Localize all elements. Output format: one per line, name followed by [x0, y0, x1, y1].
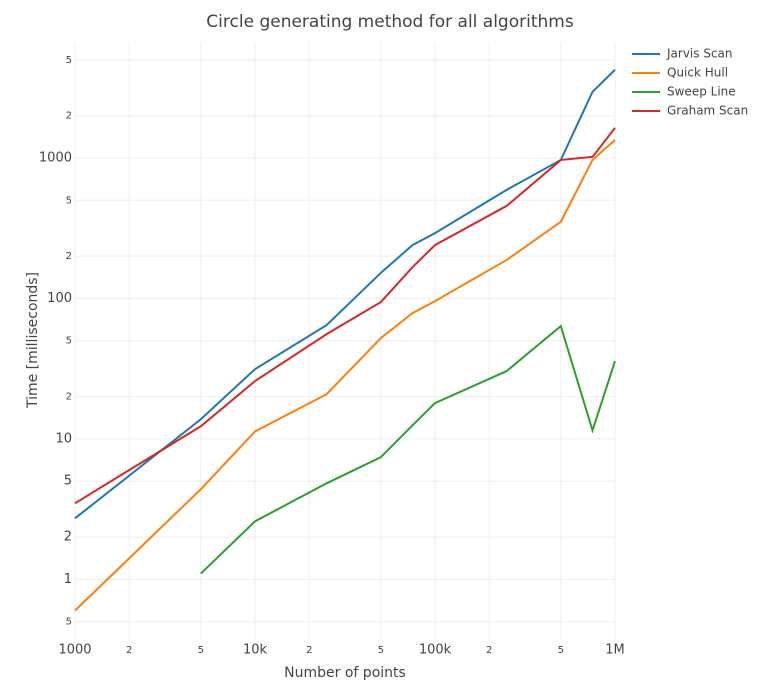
y-tick-label: 2 — [66, 111, 72, 122]
y-tick-label: 5 — [64, 474, 72, 489]
legend-label: Graham Scan — [667, 104, 748, 118]
legend-label: Sweep Line — [667, 85, 736, 99]
legend-label: Jarvis Scan — [666, 47, 733, 61]
y-tick-label: 5 — [66, 55, 72, 66]
y-tick-label: 10 — [55, 431, 72, 446]
y-axis-title: Time [milliseconds] — [25, 272, 41, 409]
x-tick-label: 2 — [486, 645, 492, 656]
y-tick-label: 5 — [66, 195, 72, 206]
series-line — [74, 69, 616, 520]
y-tick-label: 1000 — [39, 151, 72, 166]
y-tick-label: 2 — [66, 251, 72, 262]
x-tick-label: 1000 — [58, 643, 91, 658]
x-tick-label: 5 — [378, 645, 384, 656]
series-line — [200, 324, 616, 575]
chart-title: Circle generating method for all algorit… — [206, 12, 574, 32]
y-tick-label: 5 — [66, 336, 72, 347]
legend-label: Quick Hull — [667, 66, 728, 80]
x-tick-label: 100k — [419, 643, 452, 658]
y-tick-label: 5 — [66, 617, 72, 628]
y-tick-label: 2 — [64, 530, 72, 545]
y-tick-label: 2 — [66, 392, 72, 403]
y-tick-label: 100 — [47, 291, 72, 306]
x-tick-label: 2 — [306, 645, 312, 656]
x-tick-label: 10k — [243, 643, 268, 658]
x-tick-label: 1M — [605, 643, 625, 658]
x-tick-label: 2 — [126, 645, 132, 656]
series-line — [74, 139, 616, 612]
series-line — [74, 127, 616, 505]
x-tick-label: 5 — [198, 645, 204, 656]
x-tick-label: 5 — [558, 645, 564, 656]
x-axis-title: Number of points — [284, 665, 406, 681]
y-tick-label: 1 — [64, 572, 72, 587]
